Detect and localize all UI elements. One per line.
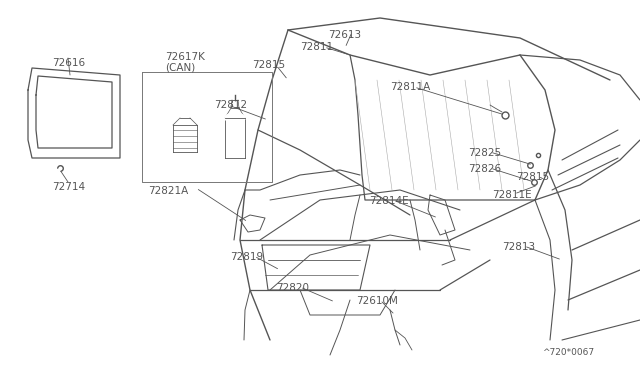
Text: 72815: 72815 (516, 172, 549, 182)
Text: 72616: 72616 (52, 58, 85, 68)
Text: 72813: 72813 (502, 242, 535, 252)
Text: 72821A: 72821A (148, 186, 188, 196)
Text: ^720*0067: ^720*0067 (542, 348, 594, 357)
Text: 72814E: 72814E (369, 196, 408, 206)
Text: 72811A: 72811A (390, 82, 430, 92)
Ellipse shape (225, 113, 245, 123)
Text: 72812: 72812 (214, 100, 247, 110)
Text: 72714: 72714 (52, 182, 85, 192)
Text: 72819: 72819 (230, 252, 263, 262)
Text: 72811: 72811 (300, 42, 333, 52)
Text: 72610M: 72610M (356, 296, 398, 306)
Text: (CAN): (CAN) (165, 63, 195, 73)
Text: 72617K: 72617K (165, 52, 205, 62)
Text: 72811E: 72811E (492, 190, 532, 200)
Text: 72826: 72826 (468, 164, 501, 174)
Text: 72815: 72815 (252, 60, 285, 70)
Text: 72825: 72825 (468, 148, 501, 158)
Text: 72613: 72613 (328, 30, 361, 40)
Text: 72820: 72820 (276, 283, 309, 293)
